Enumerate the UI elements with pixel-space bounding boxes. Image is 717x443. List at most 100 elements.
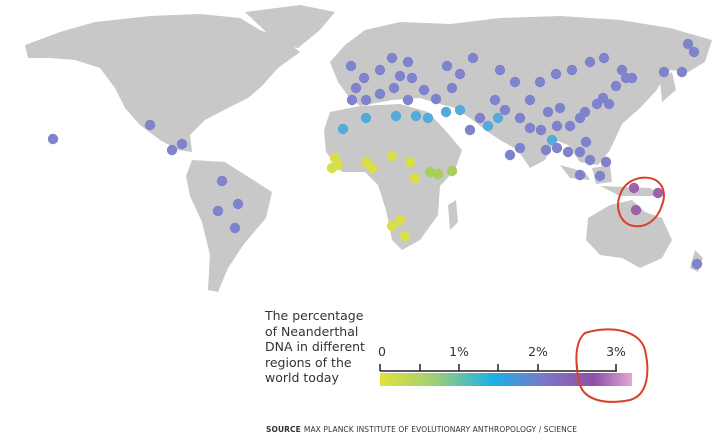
sample-dot [454, 104, 466, 116]
tick-label-3: 3% [606, 344, 626, 359]
sample-dot [542, 106, 554, 118]
sample-dot [584, 56, 596, 68]
sample-dot [216, 175, 228, 187]
sample-dot [232, 198, 244, 210]
sample-dot [422, 112, 434, 124]
sample-dot [598, 52, 610, 64]
indonesia [560, 165, 662, 196]
sample-dot [610, 80, 622, 92]
sample-dot [474, 112, 486, 124]
south-america [186, 160, 272, 292]
sample-dot [446, 165, 458, 177]
madagascar [448, 200, 458, 230]
sample-dot [440, 106, 452, 118]
sample-dot [691, 258, 703, 270]
sample-dot [346, 94, 358, 106]
sample-dot [430, 93, 442, 105]
scale-ticks [379, 364, 617, 371]
sample-dot [658, 66, 670, 78]
sample-dot [212, 205, 224, 217]
sample-dot [620, 72, 632, 84]
sample-dot [441, 60, 453, 72]
sample-dot [514, 142, 526, 154]
tick-label-2: 2% [528, 344, 548, 359]
sample-dot [229, 222, 241, 234]
sample-dot [446, 82, 458, 94]
sample-dot [360, 94, 372, 106]
sample-dot [524, 122, 536, 134]
sample-dot [564, 120, 576, 132]
sample-dot [574, 146, 586, 158]
sample-dot [432, 168, 444, 180]
sample-dot [366, 162, 378, 174]
source-credit: SOURCE MAX PLANCK INSTITUTE OF EVOLUTIONA… [266, 425, 577, 434]
sample-dot [358, 72, 370, 84]
sample-dot [47, 133, 59, 145]
greenland [245, 5, 335, 48]
tick-label-1: 1% [449, 344, 469, 359]
sample-dot [454, 68, 466, 80]
japan [660, 72, 676, 102]
sample-dot [616, 64, 628, 76]
sample-dot [534, 76, 546, 88]
sample-dot [410, 110, 422, 122]
sample-dot [386, 220, 398, 232]
annotation-circle-oceania [617, 176, 665, 228]
sample-dot [492, 112, 504, 124]
sample-dot [550, 68, 562, 80]
tick-label-0: 0 [378, 344, 386, 359]
sample-dot [499, 104, 511, 116]
color-gradient-bar [380, 373, 632, 386]
sample-dot [524, 94, 536, 106]
sample-dot [326, 162, 338, 174]
sample-dot [554, 102, 566, 114]
sample-dot [386, 150, 398, 162]
eurasia [330, 16, 712, 168]
annotations [575, 176, 665, 403]
sample-dot [630, 204, 642, 216]
sample-dot [345, 60, 357, 72]
sample-dot [406, 72, 418, 84]
sample-dot [540, 144, 552, 156]
sample-dot [509, 76, 521, 88]
sample-dot [682, 38, 694, 50]
sample-dot [535, 124, 547, 136]
sample-dot [337, 123, 349, 135]
sample-dot [652, 187, 664, 199]
africa [324, 104, 462, 250]
sample-dot [374, 88, 386, 100]
sample-dot [402, 94, 414, 106]
sample-dot [594, 170, 606, 182]
sample-dot [350, 82, 362, 94]
sample-dot [418, 84, 430, 96]
sample-dot [628, 182, 640, 194]
sample-dot [504, 149, 516, 161]
sample-dot [676, 66, 688, 78]
sample-dot [489, 94, 501, 106]
sample-dot [494, 64, 506, 76]
sample-dot [360, 112, 372, 124]
sample-dot [388, 82, 400, 94]
sample-dot [688, 46, 700, 58]
legend-scale [379, 364, 632, 386]
sample-dot [546, 134, 558, 146]
sample-dot [464, 124, 476, 136]
sample-dot [580, 136, 592, 148]
sample-dot [390, 110, 402, 122]
sample-dot [584, 154, 596, 166]
sample-dot [394, 70, 406, 82]
annotation-circle-legend [575, 328, 649, 403]
sample-dot [166, 144, 178, 156]
australia [586, 200, 672, 268]
sample-dot [600, 156, 612, 168]
sample-dot [394, 214, 406, 226]
sample-dot [562, 146, 574, 158]
sample-dot [144, 119, 156, 131]
sample-dot [579, 106, 591, 118]
source-label: SOURCE [266, 425, 301, 434]
source-text: MAX PLANCK INSTITUTE OF EVOLUTIONARY ANT… [303, 425, 578, 434]
sample-dot [404, 156, 416, 168]
sample-dot [482, 120, 494, 132]
sample-dot [574, 169, 586, 181]
